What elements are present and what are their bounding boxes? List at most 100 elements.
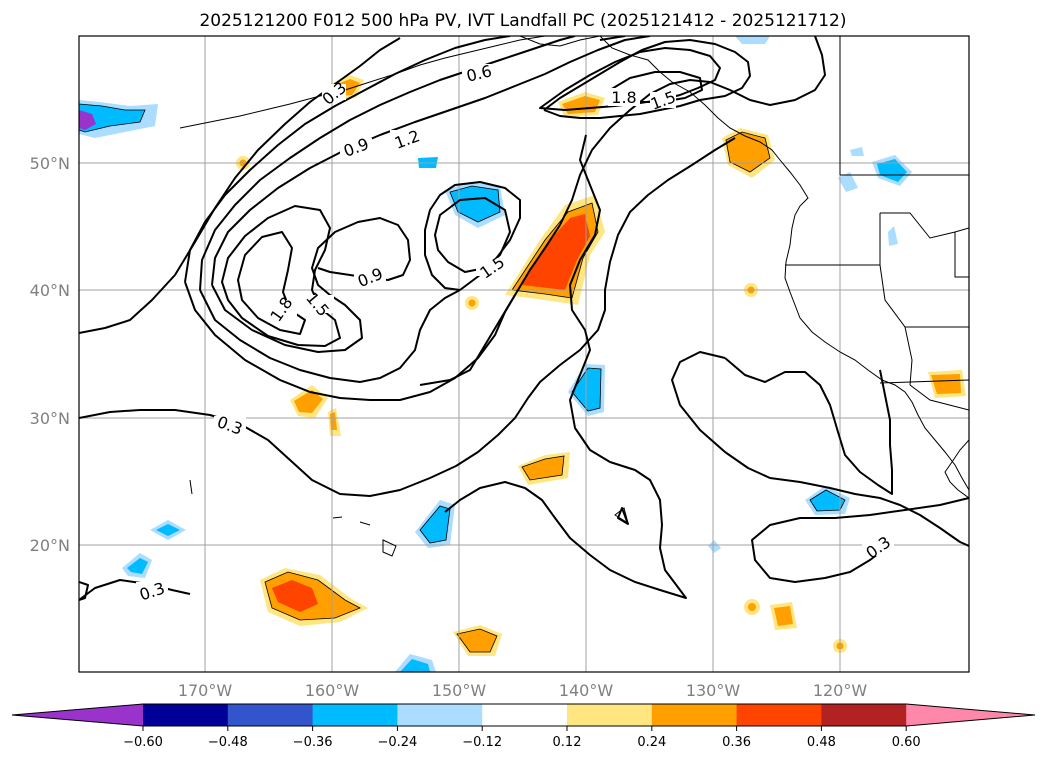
coastlines: [179, 36, 969, 557]
pv-contour-1.2: [434, 197, 511, 273]
anomaly-outlines: [79, 103, 846, 653]
positive-anomaly-shade: [931, 374, 961, 394]
positive-anomaly-shade: [468, 299, 476, 307]
lat-tick-label: 30°N: [30, 409, 70, 428]
colorbar-tick-label: 0.12: [553, 735, 582, 750]
pv-contour-0.3: [617, 507, 629, 525]
state-border: [954, 232, 969, 278]
aleutian-islands: [179, 36, 546, 129]
colorbar-tick-label: −0.12: [462, 735, 502, 750]
ivt-shading: [79, 36, 966, 672]
pv-contour-0.3: [79, 37, 401, 334]
colorbar-extend-min: [12, 704, 143, 726]
lat-tick-label: 50°N: [30, 154, 70, 173]
pv-contour-0.6: [184, 281, 516, 401]
state-border: [879, 264, 913, 386]
pv-contour-0.3: [751, 497, 969, 583]
positive-anomaly-shade: [774, 606, 793, 626]
negative-anomaly-shade: [79, 104, 145, 132]
pv-contour-0.6: [419, 294, 516, 386]
colorbar-segment: [651, 704, 738, 726]
pv-contour-0.9: [199, 289, 461, 383]
contour-label-bg: [476, 258, 508, 276]
small-island: [189, 479, 193, 495]
positive-anomaly-shade: [748, 603, 756, 611]
lon-tick-labels: 170°W 160°W 150°W 140°W 130°W 120°W: [178, 681, 868, 700]
pv-contour-0.6: [514, 36, 826, 296]
colorbar: −0.60 −0.48 −0.36 −0.24 −0.12 0.12 0.24 0.36 0.4…: [11, 703, 1036, 750]
colorbar-tick-label: 0.60: [892, 735, 921, 750]
colorbar-segment: [397, 704, 483, 726]
negative-anomaly-shade: [400, 659, 430, 672]
negative-anomaly-shade: [127, 558, 148, 574]
negative-anomaly-shade: [735, 36, 770, 44]
lat-tick-label: 20°N: [30, 536, 70, 555]
negative-anomaly-shade: [850, 147, 864, 156]
map-area: 0.6 0.9 1.2 1.8 1.5 0.9 1.5 1.8 1.5 0.3 …: [79, 36, 969, 672]
positive-anomaly-shade: [272, 580, 318, 612]
pv-contour-0.3: [724, 357, 893, 495]
negative-anomaly-shade: [156, 524, 180, 536]
positive-anomaly-shade: [522, 214, 590, 290]
pv-contour-0.3: [671, 351, 969, 547]
contour-label-bg: [322, 84, 346, 100]
positive-anomaly-shade: [294, 390, 323, 413]
colorbar-tick-label: −0.24: [377, 735, 417, 750]
pv-contour-0.6: [184, 36, 511, 283]
chart-title: 2025121200 F012 500 hPa PV, IVT Landfall…: [199, 11, 846, 31]
gridlines: [79, 36, 969, 672]
pv-contour-1.5: [599, 36, 626, 41]
negative-anomaly-shade: [810, 490, 845, 511]
contour-label: 1.8: [611, 88, 636, 107]
state-border: [880, 212, 969, 239]
colorbar-segment: [736, 704, 822, 726]
lon-tick-label: 130°W: [686, 681, 741, 700]
pv-contour-1.2: [211, 217, 411, 353]
pv-contour-0.3: [444, 134, 687, 599]
hawaii-islands: [332, 516, 397, 557]
pv-contour-0.9: [199, 36, 576, 291]
mexico-border: [909, 384, 969, 411]
negative-anomaly-shade: [420, 506, 450, 543]
lat-tick-labels: 50°N 40°N 30°N 20°N: [30, 154, 70, 555]
pv-contour-0.3: [79, 581, 89, 601]
colorbar-segment: [567, 704, 653, 726]
contour-label-bg: [608, 88, 640, 106]
pv-contour-0.3: [79, 579, 191, 601]
contour-label-bg: [650, 92, 676, 108]
baja-coast: [944, 439, 969, 499]
colorbar-tick-label: 0.48: [807, 735, 836, 750]
pv-contour-1.5: [221, 205, 341, 347]
colorbar-extend-max: [906, 704, 1035, 726]
contour-label-bg: [302, 295, 334, 313]
contour-label-bg: [390, 130, 424, 148]
positive-anomaly-shade: [522, 456, 564, 480]
contour-label-bg: [265, 300, 297, 318]
colorbar-tick-label: 0.24: [637, 735, 666, 750]
contour-label-bg: [136, 582, 168, 600]
lon-tick-label: 150°W: [432, 681, 487, 700]
negative-anomaly-shade: [79, 110, 96, 130]
lon-tick-label: 160°W: [305, 681, 360, 700]
negative-anomaly-shade: [888, 226, 898, 246]
lon-tick-label: 120°W: [813, 681, 868, 700]
colorbar-segment: [482, 704, 568, 726]
lat-tick-label: 40°N: [30, 281, 70, 300]
mexico-border: [879, 379, 969, 384]
lon-tick-label: 140°W: [559, 681, 614, 700]
positive-anomaly-shade: [457, 629, 497, 652]
contour-label-bg: [462, 64, 496, 82]
colorbar-tick-label: −0.60: [123, 735, 163, 750]
colorbar-tick-label: 0.36: [722, 735, 751, 750]
map-frame: [78, 35, 970, 673]
contour-label-bg: [354, 268, 386, 286]
negative-anomaly-shade: [838, 172, 858, 192]
lon-tick-label: 170°W: [178, 681, 233, 700]
contour-label-bg: [862, 538, 894, 556]
colorbar-tick-label: −0.48: [208, 735, 248, 750]
alaska-coast: [519, 36, 601, 47]
colorbar-tick-label: −0.36: [293, 735, 333, 750]
negative-anomaly-shade: [708, 540, 721, 553]
colorbar-segment: [821, 704, 907, 726]
